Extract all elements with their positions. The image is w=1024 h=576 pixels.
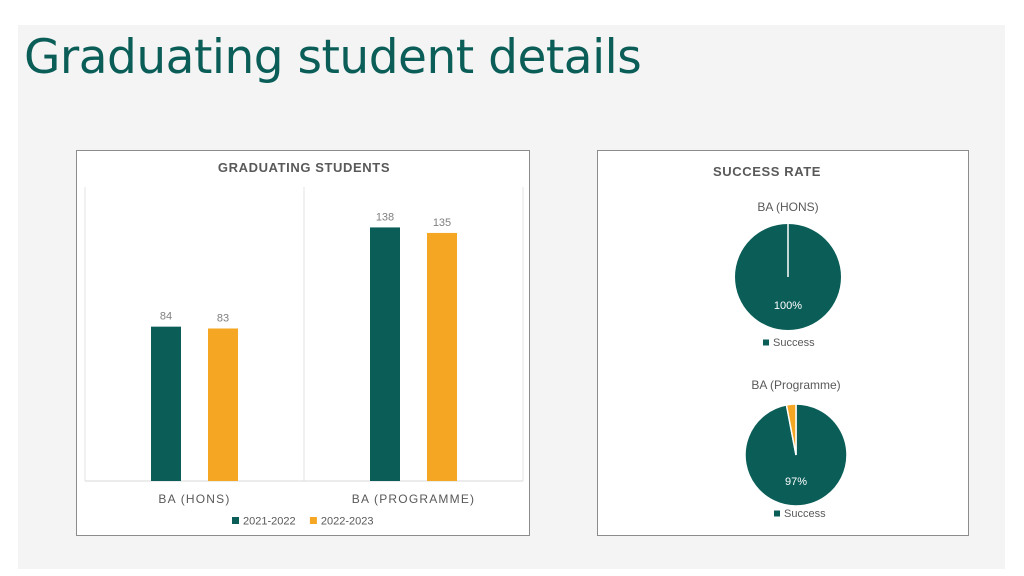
- chart-title: SUCCESS RATE: [713, 164, 821, 179]
- pie-chart-svg: SUCCESS RATE BA (HONS) 100% Success BA (Prog…: [713, 164, 848, 520]
- pie-data-label: 97%: [785, 476, 807, 488]
- pie-data-label: 100%: [774, 300, 802, 312]
- legend-label: 2021-2022: [243, 516, 296, 528]
- pie-slice-other: [785, 403, 797, 456]
- legend-swatch-2021-2022: [232, 517, 239, 524]
- bar-chart-svg: GRADUATING STUDENTS 84 83 BA (HONS) 138 135 BA…: [84, 160, 524, 528]
- legend-swatch: [774, 510, 780, 517]
- category-label: BA (HONS): [158, 492, 230, 506]
- bar-2021-2022-1: [370, 227, 400, 481]
- pie-title: BA (Programme): [751, 378, 840, 392]
- data-label: 135: [433, 217, 451, 229]
- legend-label: Success: [773, 337, 815, 349]
- data-label: 83: [217, 312, 229, 324]
- bar-2022-2023-0: [208, 328, 238, 481]
- chart-title: GRADUATING STUDENTS: [218, 160, 390, 175]
- data-label: 138: [376, 211, 394, 223]
- category-label: BA (PROGRAMME): [352, 492, 475, 506]
- legend-swatch: [763, 339, 769, 346]
- legend-label: 2022-2023: [321, 516, 374, 528]
- legend-label: Success: [784, 508, 826, 520]
- success-rate-chart: SUCCESS RATE BA (HONS) 100% Success BA (Prog…: [597, 150, 969, 536]
- bar-2021-2022-0: [151, 326, 181, 481]
- graduating-students-chart: GRADUATING STUDENTS 84 83 BA (HONS) 138 135 BA…: [76, 150, 530, 536]
- pie-title: BA (HONS): [757, 200, 818, 214]
- data-label: 84: [160, 311, 172, 323]
- legend-swatch-2022-2023: [309, 517, 317, 524]
- page-title: Graduating student details: [24, 30, 642, 85]
- bar-2022-2023-1: [427, 232, 457, 481]
